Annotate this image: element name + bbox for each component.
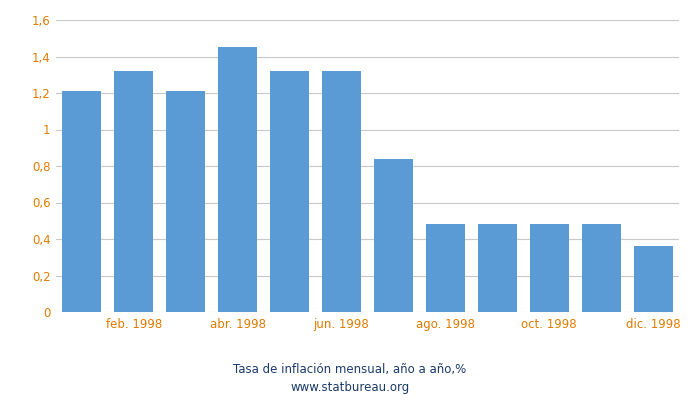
Bar [426, 224, 465, 312]
Bar [530, 224, 568, 312]
Bar [167, 91, 205, 312]
Bar [582, 224, 621, 312]
Bar [374, 159, 413, 312]
Text: Tasa de inflación mensual, año a año,%: Tasa de inflación mensual, año a año,% [233, 364, 467, 376]
Text: www.statbureau.org: www.statbureau.org [290, 382, 410, 394]
Bar [114, 71, 153, 312]
Bar [62, 91, 102, 312]
Bar [478, 224, 517, 312]
Bar [322, 71, 361, 312]
Bar [218, 47, 257, 312]
Bar [270, 71, 309, 312]
Bar [634, 246, 673, 312]
